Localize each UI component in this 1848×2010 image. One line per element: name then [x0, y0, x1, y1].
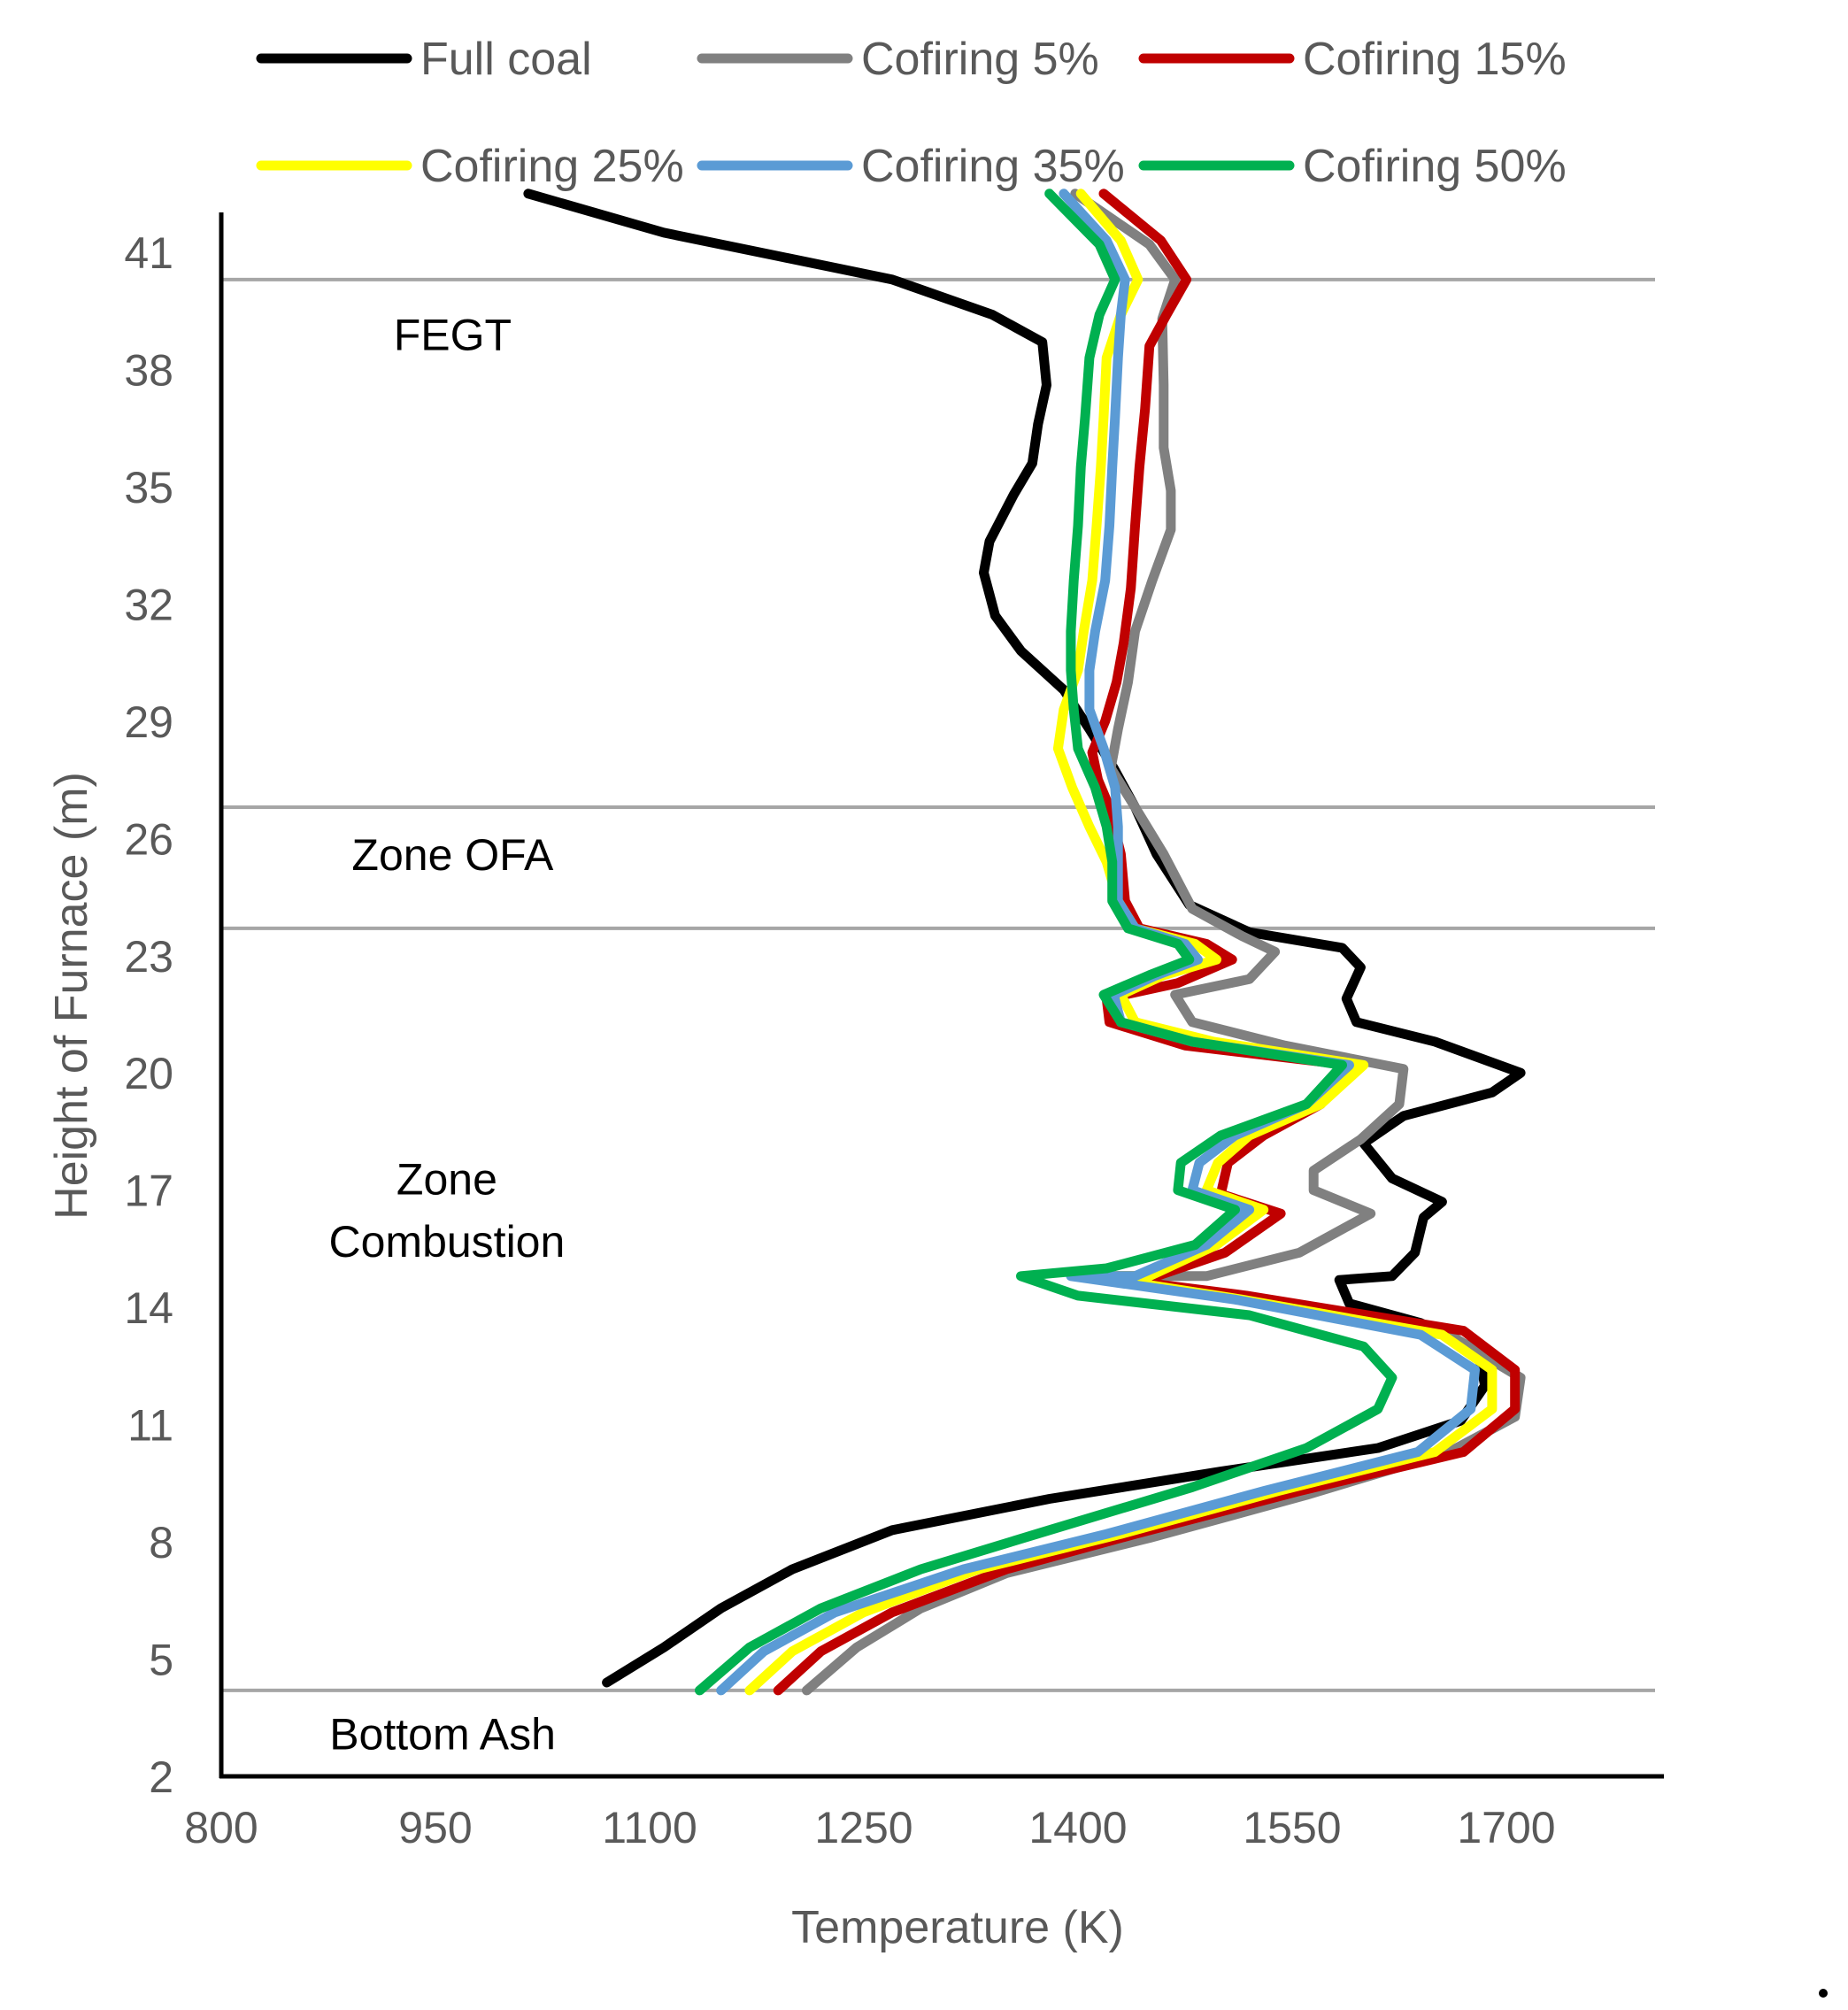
zone-label: Bottom Ash	[329, 1709, 556, 1759]
zone-label: Zone	[397, 1154, 497, 1204]
series-line-cofiring-25	[744, 189, 1498, 1696]
y-tick-label: 26	[124, 814, 173, 864]
x-tick-label: 1400	[1028, 1803, 1127, 1852]
legend-label: Cofiring 15%	[1303, 34, 1567, 85]
legend-item-cofiring-15: Cofiring 15%	[1138, 34, 1567, 85]
legend-item-cofiring-50: Cofiring 50%	[1138, 141, 1567, 192]
legend-item-cofiring-5: Cofiring 5%	[697, 34, 1099, 85]
zone-lines	[221, 277, 1655, 1692]
y-tick-label: 17	[124, 1167, 173, 1216]
series-group	[523, 189, 1526, 1696]
y-tick-label: 5	[149, 1636, 173, 1685]
series-line-cofiring-35	[716, 189, 1480, 1696]
y-tick-label: 20	[124, 1049, 173, 1098]
x-tick-label: 950	[398, 1803, 472, 1852]
x-tick-label: 1250	[814, 1803, 912, 1852]
ticks: 800 950 1100 1250 1400 1550 1700 2 5 8 11 14 17 20 23 2…	[124, 228, 1555, 1852]
legend-item-cofiring-25: Cofiring 25%	[256, 141, 684, 192]
legend-label: Cofiring 35%	[861, 141, 1125, 192]
x-tick-label: 1100	[602, 1803, 697, 1852]
y-tick-label: 8	[149, 1518, 173, 1567]
x-axis-title: Temperature (K)	[791, 1902, 1124, 1953]
x-tick-label: 800	[184, 1803, 258, 1852]
zone-label: Combustion	[329, 1217, 566, 1267]
y-tick-label: 29	[124, 697, 173, 747]
y-tick-label: 35	[124, 463, 173, 512]
zone-label: FEGT	[394, 311, 512, 360]
y-tick-label: 38	[124, 345, 173, 395]
legend-item-full-coal: Full coal	[256, 34, 592, 85]
y-axis-title: Height of Furnace (m)	[46, 772, 97, 1220]
y-tick-label: 11	[127, 1401, 173, 1451]
legend: Full coal Cofiring 5% Cofiring 15% Cofiring…	[256, 34, 1567, 192]
axes	[219, 212, 1664, 1779]
zone-label: Zone OFA	[351, 830, 554, 880]
y-tick-label: 23	[124, 932, 173, 982]
x-tick-label: 1550	[1243, 1803, 1341, 1852]
legend-item-cofiring-35: Cofiring 35%	[697, 141, 1125, 192]
x-tick-label: 1700	[1457, 1803, 1555, 1852]
y-tick-label: 41	[124, 228, 173, 278]
y-tick-label: 14	[124, 1283, 173, 1333]
trailing-dot	[1819, 1989, 1828, 1998]
legend-label: Full coal	[420, 34, 592, 85]
legend-label: Cofiring 25%	[420, 141, 684, 192]
series-line-cofiring-50	[695, 189, 1398, 1696]
zone-labels: FEGT Zone OFA Zone Combustion Bottom Ash	[329, 311, 566, 1760]
legend-label: Cofiring 50%	[1303, 141, 1567, 192]
series-line-cofiring-15	[773, 189, 1521, 1696]
legend-label: Cofiring 5%	[861, 34, 1099, 85]
y-tick-label: 2	[149, 1752, 173, 1802]
y-tick-label: 32	[124, 580, 173, 629]
